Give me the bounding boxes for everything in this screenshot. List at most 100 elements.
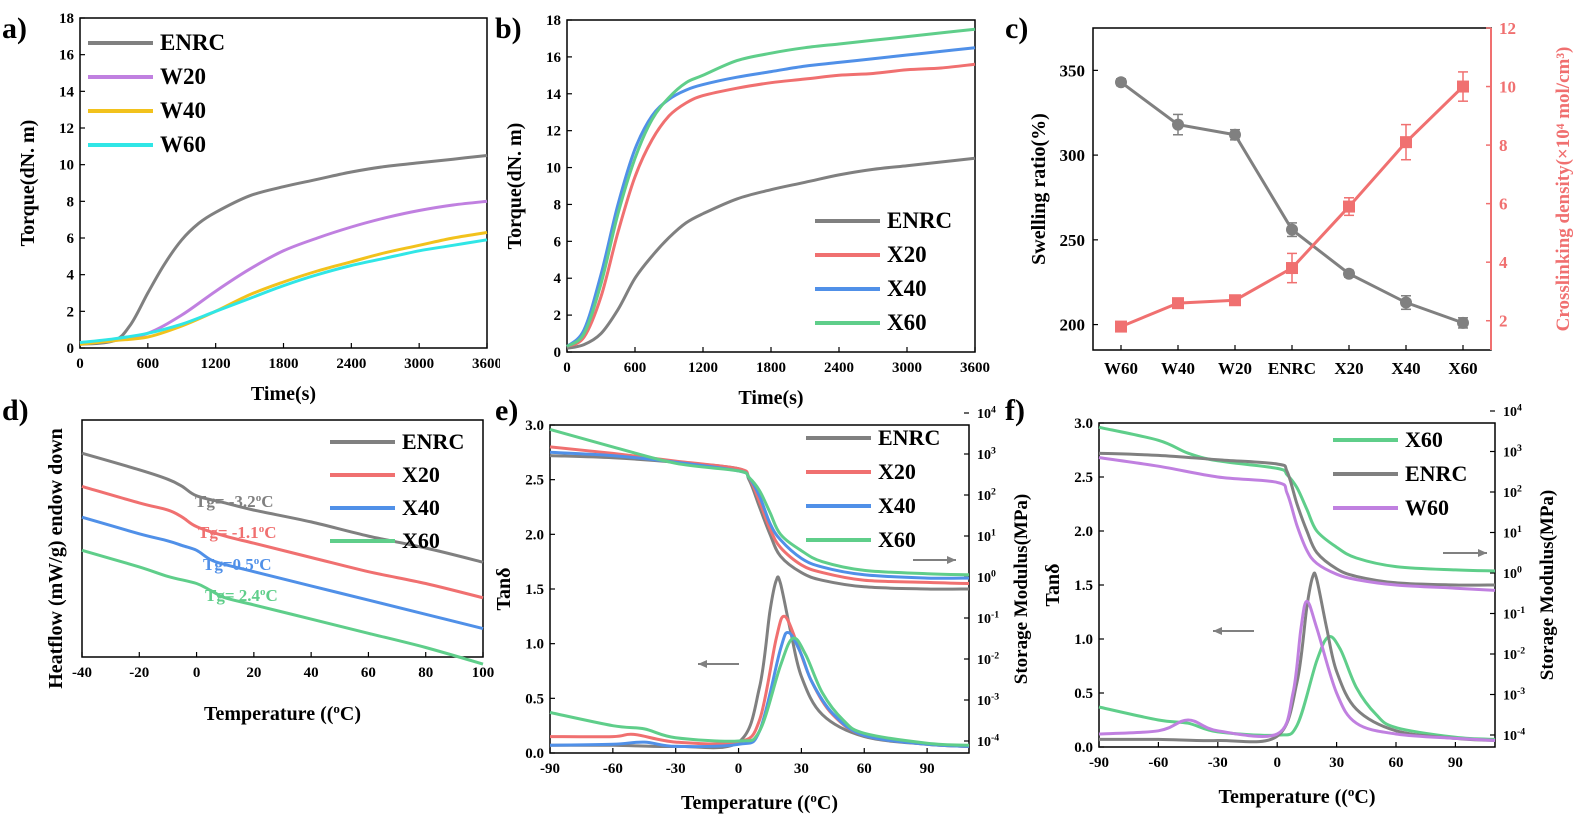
legend-label-x40: X40: [402, 495, 440, 520]
x-tick-label: 90: [1448, 755, 1463, 771]
x-tick-label: 20: [246, 665, 261, 681]
y2-tick-label: 10-3: [1503, 686, 1525, 704]
y-tick-label: 0.5: [1074, 686, 1093, 702]
x-tick-label: -90: [1089, 755, 1109, 771]
x-axis-label: Temperature ((oC): [681, 790, 838, 814]
y-axis-label: Tanδ: [493, 567, 515, 610]
series-line-x40: [565, 46, 976, 348]
y2-axis-label: Storage Modulus(MPa): [1011, 494, 1032, 685]
plot-frame: [79, 17, 488, 349]
y2-tick-label: 101: [977, 527, 996, 545]
y-tick-label: 3.0: [1074, 416, 1093, 432]
y2-tick-label: 10-1: [977, 609, 999, 627]
y2-tick-label: 101: [1503, 524, 1522, 542]
data-point: [1343, 267, 1355, 280]
tan-delta-line-x60: [549, 636, 970, 747]
y-axis-label: Torque(dN. m): [504, 123, 526, 250]
panel-label: c): [1005, 12, 1028, 45]
y2-tick-label: 104: [1503, 402, 1522, 420]
y2-tick-label: 4: [1499, 253, 1508, 272]
x-tick-label: 3600: [960, 360, 990, 376]
axis-arrow-head: [1213, 627, 1222, 635]
series-line-x60: [81, 548, 484, 666]
x-tick-label: 60: [1389, 755, 1404, 771]
x-tick-label: 90: [920, 761, 935, 777]
panel-d-dsc: -40 -20 0 20 40 60 80 100 Tg= -3.2oC Tg= -1.1oC Tg…: [0, 390, 500, 833]
data-point: [1115, 76, 1127, 89]
y-tick-label: 2.0: [1074, 524, 1093, 540]
tg-annotation: Tg= -1.1oC: [198, 523, 276, 542]
chart-f-svg: -90 -60 -30 0 30 60 90 0.0 0.5 1.0 1.5 2.0 2.5 3.0 10-…: [1005, 394, 1558, 808]
x-tick-label: 3000: [892, 360, 922, 376]
y2-tick-label: 10-4: [977, 732, 999, 750]
y-tick-label: 8: [554, 197, 562, 213]
x-tick-label: 60: [361, 665, 376, 681]
series-line-x20: [566, 62, 976, 348]
x-category-label: X60: [1448, 359, 1477, 378]
x-tick-label: 3000: [404, 356, 434, 372]
panel-a-torque-w: 0 600 1200 1800 2400 3000 3600 0 2 4 6 8 10 12 14 16 18 T…: [0, 0, 502, 415]
series-line: [1120, 85, 1465, 328]
y-tick-label: 2: [67, 304, 75, 320]
y-tick-label: 300: [1060, 146, 1086, 165]
x-axis-label: Time(s): [738, 387, 803, 409]
x-category-label: W60: [1104, 359, 1138, 378]
y2-tick-label: 104: [977, 404, 996, 422]
x-tick-label: -90: [540, 761, 560, 777]
x-tick-label: 60: [857, 761, 872, 777]
axis-arrow-head: [947, 556, 956, 564]
legend-label-enrc: ENRC: [160, 30, 225, 55]
data-point: [1400, 296, 1412, 309]
y-axis-label: Heatflow (mW/g) endow down: [45, 428, 67, 689]
y-tick-label: 0.5: [525, 691, 544, 707]
x-tick-label: 100: [472, 665, 495, 681]
y-tick-label: 14: [59, 84, 75, 100]
data-point: [1229, 294, 1241, 307]
data-point: [1286, 223, 1298, 236]
panel-c-swelling: W60 W40 W20 ENRC X20 X40 X60 200 250 300 350 2 4 6 8 10…: [1003, 0, 1586, 415]
x-tick-label: -60: [603, 761, 623, 777]
data-point: [1457, 80, 1469, 93]
y2-tick-label: 10-2: [977, 650, 999, 668]
y-tick-label: 3.0: [525, 418, 544, 434]
chart-b-svg: 0 600 1200 1800 2400 3000 3600 0 2 4 6 8 10 12 14 16 18 T…: [495, 12, 990, 409]
y2-tick-label: 10-1: [1503, 605, 1525, 623]
y2-tick-label: 103: [1503, 443, 1522, 461]
legend-label-enrc: ENRC: [887, 208, 952, 233]
x-tick-label: 3600: [472, 356, 500, 372]
y-tick-label: 0: [67, 341, 75, 357]
panel-label: b): [495, 12, 522, 45]
legend-label-x20: X20: [887, 242, 927, 267]
y-tick-label: 2.0: [525, 527, 544, 543]
x-tick-label: -30: [666, 761, 686, 777]
x-tick-label: 0: [76, 356, 84, 372]
tg-annotation: Tg= -3.2oC: [195, 492, 273, 511]
y-tick-label: 16: [59, 48, 75, 64]
series-line-enrc: [566, 156, 976, 350]
y2-tick-label: 10-3: [977, 691, 999, 709]
y-tick-label: 350: [1060, 61, 1086, 80]
tan-delta-line-w60: [1098, 599, 1496, 742]
x-tick-label: 600: [624, 360, 647, 376]
data-point: [1457, 316, 1469, 329]
series-line: [1120, 81, 1464, 325]
y-tick-label: 200: [1060, 316, 1086, 335]
y-tick-label: 1.0: [525, 637, 544, 653]
y-tick-label: 0.0: [1074, 740, 1093, 756]
y2-axis-label: Storage Modulus(MPa): [1537, 490, 1558, 681]
tg-annotation: Tg=0.5oC: [203, 555, 272, 574]
y-tick-label: 0: [554, 345, 562, 361]
series-line-enrc: [79, 154, 488, 346]
y-tick-label: 0.0: [525, 746, 544, 762]
modulus-line-w60: [1098, 456, 1496, 592]
y-axis-label: Swelling ratio(%): [1028, 113, 1050, 265]
x-tick-label: 0: [563, 360, 571, 376]
y2-tick-label: 103: [977, 445, 996, 463]
x-tick-label: 600: [137, 356, 160, 372]
x-tick-label: -20: [129, 665, 149, 681]
x-tick-label: 0: [193, 665, 201, 681]
y-tick-label: 6: [67, 231, 75, 247]
y2-tick-label: 10-2: [1503, 645, 1525, 663]
x-tick-label: -60: [1148, 755, 1168, 771]
x-axis-label: Temperature ((oC): [204, 701, 361, 725]
